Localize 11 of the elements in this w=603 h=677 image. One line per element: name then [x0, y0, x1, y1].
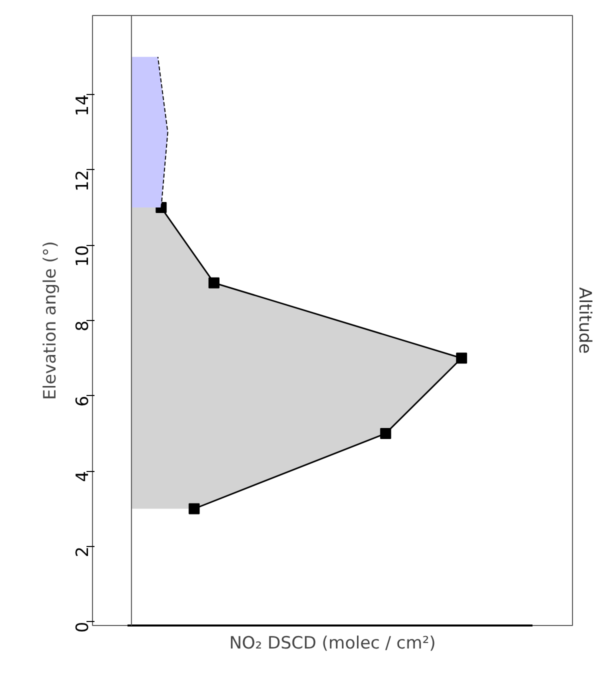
x-axis-title: NO₂ DSCD (molec / cm²)	[229, 634, 436, 654]
y-tick-label: 10	[73, 245, 93, 267]
y-tick-label: 14	[73, 94, 93, 116]
y-tick-label: 6	[73, 396, 93, 407]
y-tick-label: 8	[73, 320, 93, 332]
text: Altitude	[574, 287, 594, 354]
y-tick-label: 4	[73, 471, 93, 482]
y-tick-label: 2	[73, 546, 93, 558]
y-tick-label: 12	[73, 170, 93, 192]
y-tick-label: 0	[73, 622, 93, 633]
y-axis-title: Elevation angle (°)	[40, 241, 60, 400]
